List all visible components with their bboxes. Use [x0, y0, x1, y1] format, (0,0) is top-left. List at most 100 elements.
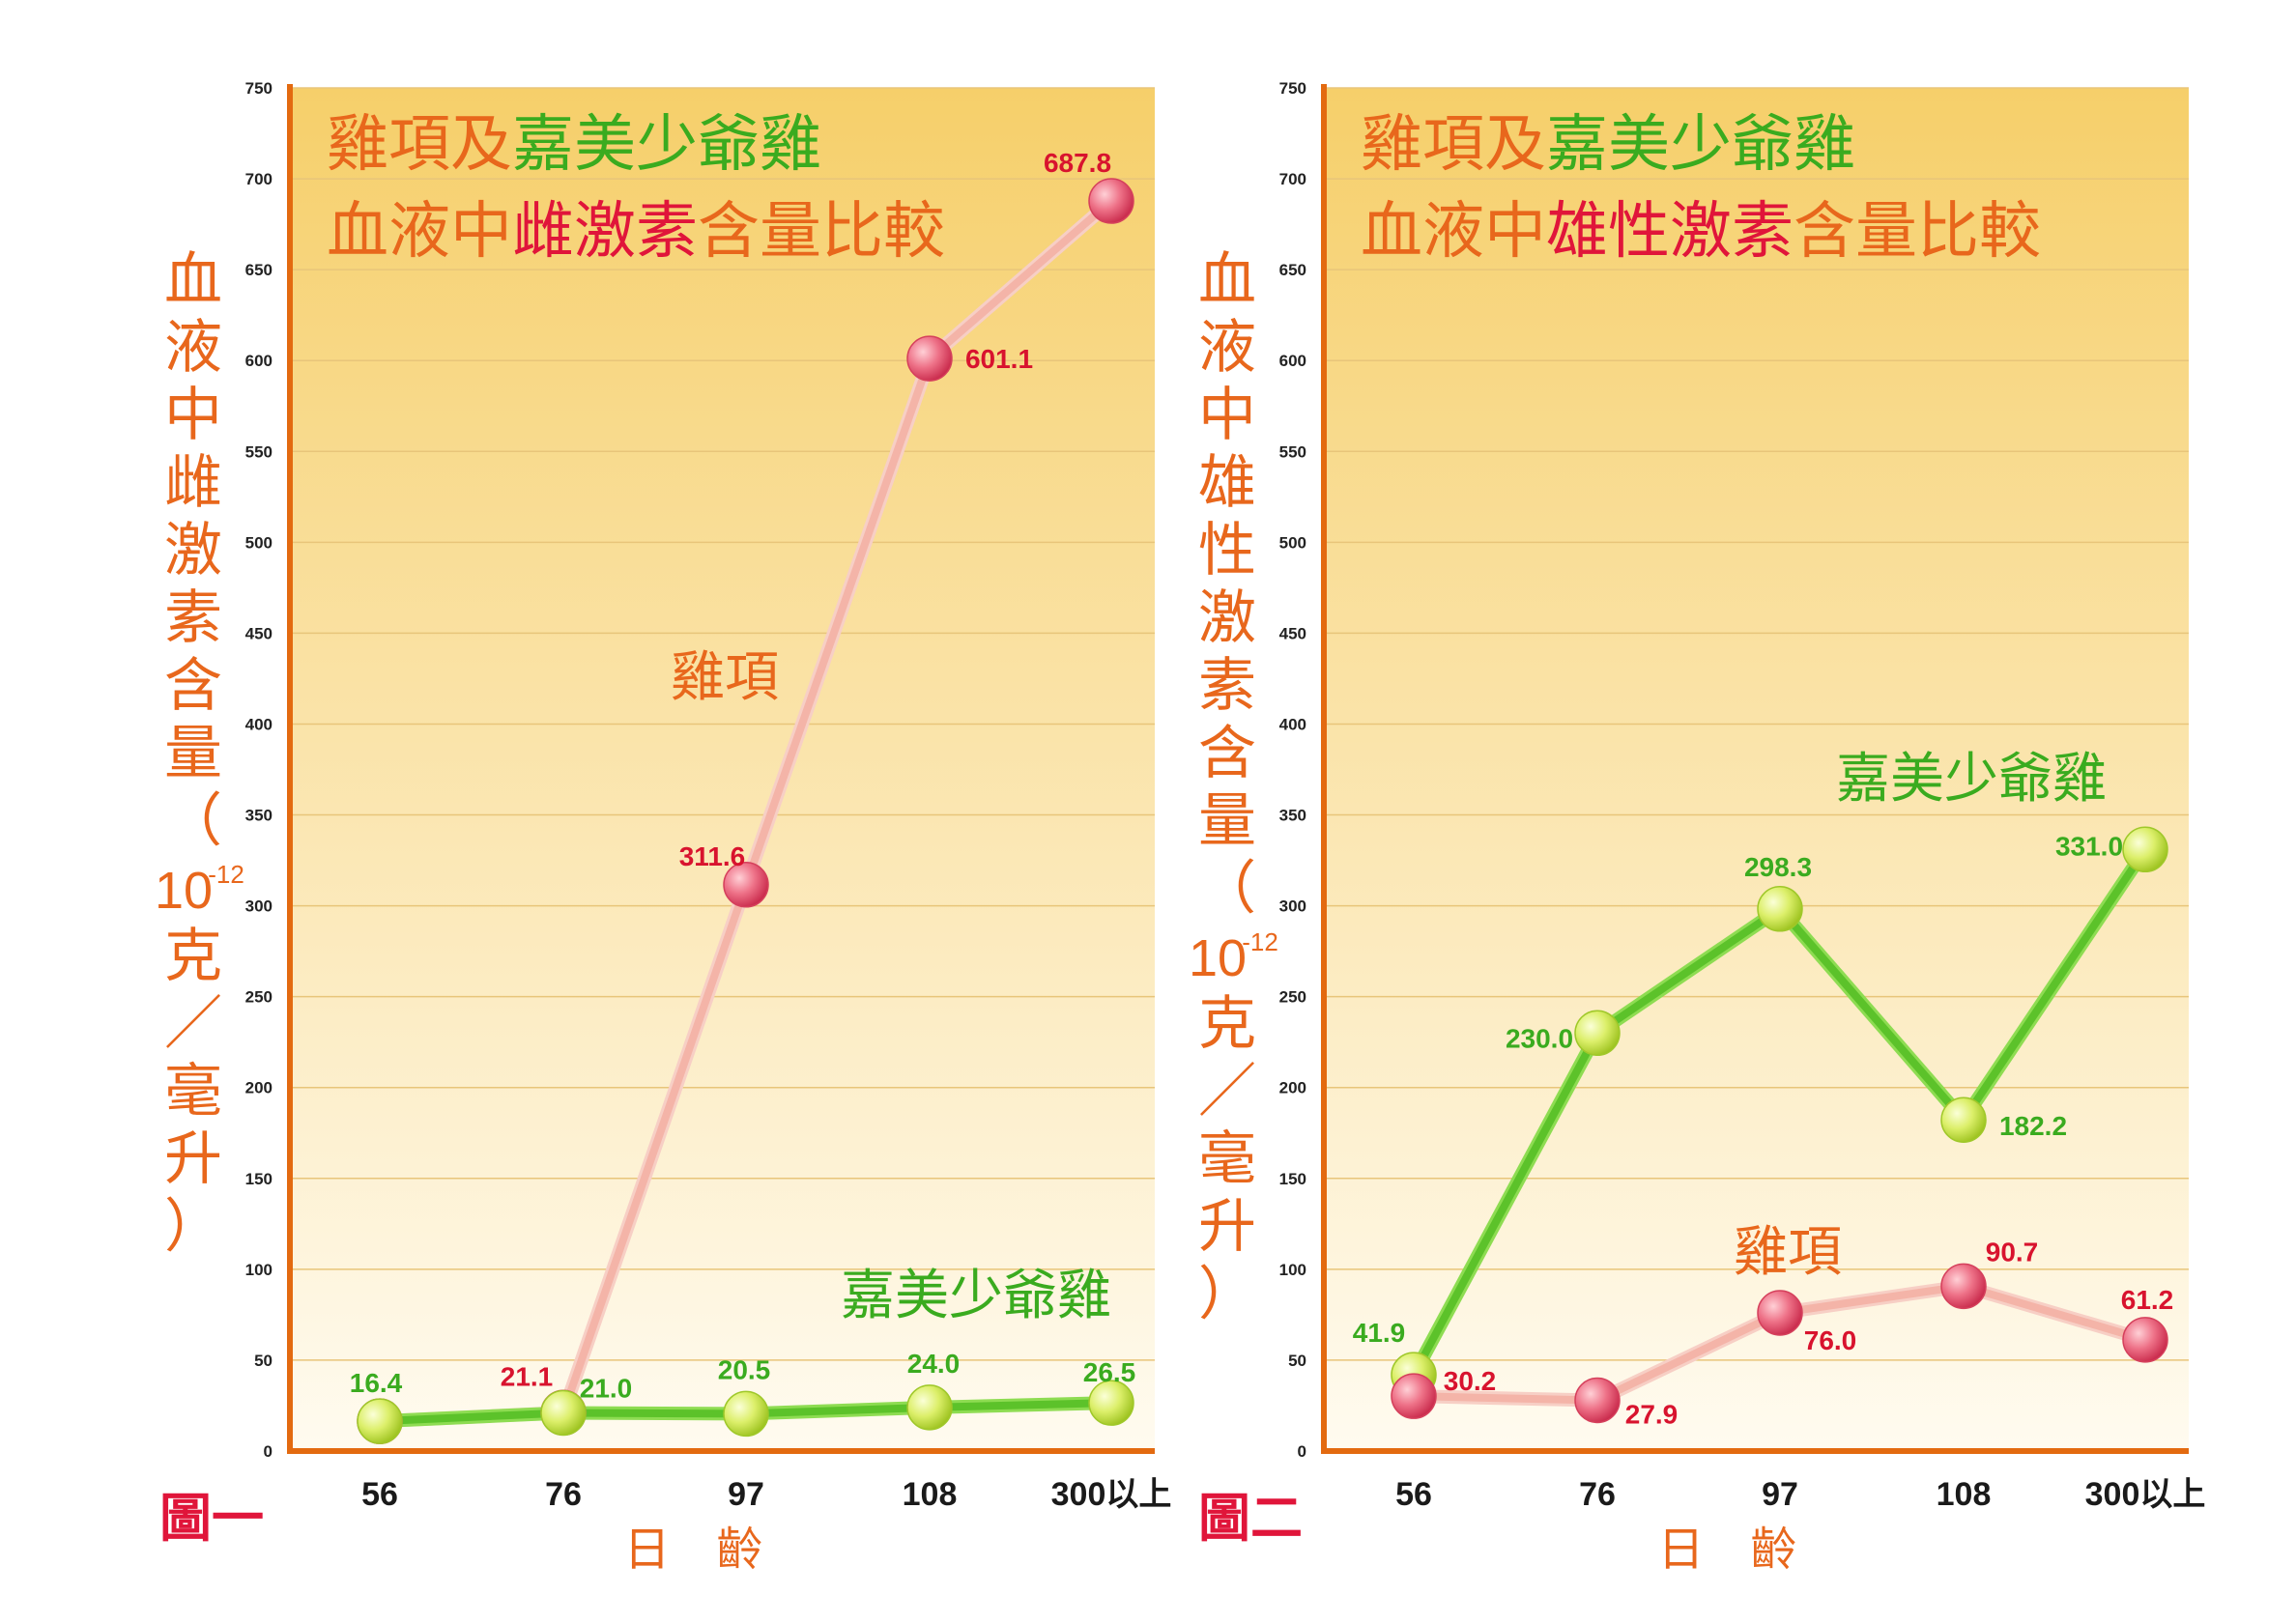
x-tick-label: 76 — [545, 1476, 582, 1513]
plot-background — [1324, 88, 2189, 1451]
x-tick-label: 300以上 — [1051, 1476, 1172, 1513]
y-tick-label: 0 — [1298, 1442, 1306, 1461]
chart-title-line-1: 雞項及嘉美少爺雞 — [327, 109, 821, 181]
chart-title-segment: 雞項及 — [327, 109, 512, 181]
data-label: 26.5 — [1083, 1357, 1136, 1387]
y-axis-label-char: 液 — [164, 314, 222, 382]
data-label: 61.2 — [2121, 1285, 2174, 1315]
x-tick-label: 76 — [1579, 1476, 1616, 1513]
y-tick-label: 200 — [245, 1079, 273, 1097]
y-tick-label: 250 — [245, 988, 273, 1007]
series-name-label: 嘉美少爺雞 — [841, 1265, 1111, 1327]
data-point — [1574, 1010, 1621, 1057]
y-axis-label-char: 毫 — [164, 1058, 222, 1125]
y-tick-label: 300 — [1279, 897, 1306, 916]
data-point — [1757, 886, 1803, 932]
y-axis-label-char: 激 — [164, 517, 222, 584]
y-axis-label-char: ／ — [164, 990, 222, 1058]
y-tick-label: 750 — [245, 79, 273, 98]
data-label: 21.0 — [580, 1373, 633, 1403]
y-axis-unit-exponent: -12 — [208, 860, 244, 889]
y-tick-label: 150 — [1279, 1170, 1306, 1188]
data-point — [1940, 1096, 1987, 1143]
y-axis-label-char: ） — [1198, 1261, 1256, 1328]
y-tick-label: 600 — [1279, 352, 1306, 370]
y-tick-label: 700 — [1279, 170, 1306, 188]
y-tick-label: 700 — [245, 170, 273, 188]
y-axis-label-char: 中 — [1198, 382, 1256, 449]
chart-title-line-2: 血液中雄性激素含量比較 — [1361, 196, 2041, 268]
y-axis-label-char: 中 — [164, 382, 222, 449]
data-label: 90.7 — [1986, 1237, 2039, 1267]
y-axis-label-char: ／ — [1198, 1058, 1256, 1125]
data-label: 27.9 — [1625, 1400, 1679, 1430]
data-point — [906, 1384, 953, 1431]
data-point — [1088, 1380, 1134, 1426]
chart-title-segment: 雞項及 — [1361, 109, 1546, 181]
y-axis-label-char: 素 — [1198, 652, 1256, 720]
data-point — [1088, 178, 1134, 224]
data-label: 298.3 — [1744, 852, 1812, 882]
y-axis-label-char: 升 — [164, 1125, 222, 1193]
y-tick-label: 650 — [1279, 261, 1306, 279]
y-tick-label: 250 — [1279, 988, 1306, 1007]
chart-title-segment: 含量比較 — [698, 196, 945, 268]
data-point — [1391, 1373, 1437, 1419]
chart-panel-2: 0 50 100 150 200 250 300 350 400 450 500 550 600 650 7… — [1189, 79, 2205, 1577]
series-name-label: 雞項 — [1734, 1221, 1842, 1284]
data-point — [357, 1398, 403, 1444]
y-tick-label: 600 — [245, 352, 273, 370]
y-tick-label: 300 — [245, 897, 273, 916]
figure-label: 圖二 — [1198, 1488, 1303, 1549]
y-tick-label: 200 — [1279, 1079, 1306, 1097]
y-axis-unit-exponent: -12 — [1242, 927, 1278, 956]
y-axis-label-char: 雌 — [164, 449, 222, 517]
y-axis-unit-base: 10 — [155, 862, 213, 920]
y-axis-label-char: 雄 — [1198, 449, 1256, 517]
figure-label: 圖一 — [159, 1488, 264, 1549]
x-tick-label: 56 — [1395, 1476, 1432, 1513]
data-label: 41.9 — [1353, 1318, 1406, 1348]
chart-title-segment: 嘉美少爺雞 — [1546, 109, 1855, 181]
chart-title-segment: 嘉美少爺雞 — [512, 109, 821, 181]
data-label: 21.1 — [501, 1361, 554, 1391]
chart-title-segment: 血液中 — [1361, 196, 1546, 268]
chart-title-segment: 雌激素 — [512, 196, 698, 268]
chart-panel-1: 0 50 100 150 200 250 300 350 400 450 500 550 600 650 7… — [155, 79, 1171, 1577]
data-label: 311.6 — [679, 841, 746, 871]
chart-title-segment: 雄性激素 — [1546, 196, 1794, 268]
y-axis-label-char: 量 — [164, 720, 222, 787]
data-point — [2122, 1317, 2168, 1363]
y-axis-label-char: 含 — [164, 652, 222, 720]
data-point — [1574, 1377, 1621, 1424]
y-tick-label: 150 — [245, 1170, 273, 1188]
y-tick-label: 350 — [1279, 807, 1306, 825]
y-axis-label-char: 升 — [1198, 1193, 1256, 1261]
data-label: 601.1 — [965, 344, 1033, 374]
data-label: 76.0 — [1804, 1325, 1857, 1355]
y-axis-label-char: 克 — [1198, 990, 1256, 1058]
y-tick-label: 500 — [245, 533, 273, 552]
x-tick-label: 300以上 — [2085, 1476, 2206, 1513]
chart-title-line-1: 雞項及嘉美少爺雞 — [1361, 109, 1855, 181]
data-label: 687.8 — [1044, 148, 1111, 178]
y-tick-label: 100 — [245, 1261, 273, 1279]
y-tick-label: 100 — [1279, 1261, 1306, 1279]
plot-background — [290, 88, 1155, 1451]
y-axis-label-char: 素 — [164, 584, 222, 652]
x-axis-title: 日 齡 — [1657, 1523, 1796, 1577]
y-axis-label-char: 血 — [1198, 246, 1256, 314]
y-axis-label-char: 性 — [1198, 517, 1256, 584]
data-point — [2122, 826, 2168, 873]
y-axis-label-char: 含 — [1198, 720, 1256, 787]
y-tick-label: 50 — [254, 1352, 273, 1370]
data-label: 30.2 — [1444, 1366, 1497, 1396]
chart-title-segment: 含量比較 — [1794, 196, 2041, 268]
y-tick-label: 400 — [1279, 715, 1306, 733]
y-axis-label-char: 液 — [1198, 314, 1256, 382]
data-point — [723, 1390, 769, 1438]
y-axis-label-char: ） — [164, 1193, 222, 1261]
data-label: 24.0 — [907, 1349, 961, 1379]
data-point — [540, 1389, 587, 1437]
